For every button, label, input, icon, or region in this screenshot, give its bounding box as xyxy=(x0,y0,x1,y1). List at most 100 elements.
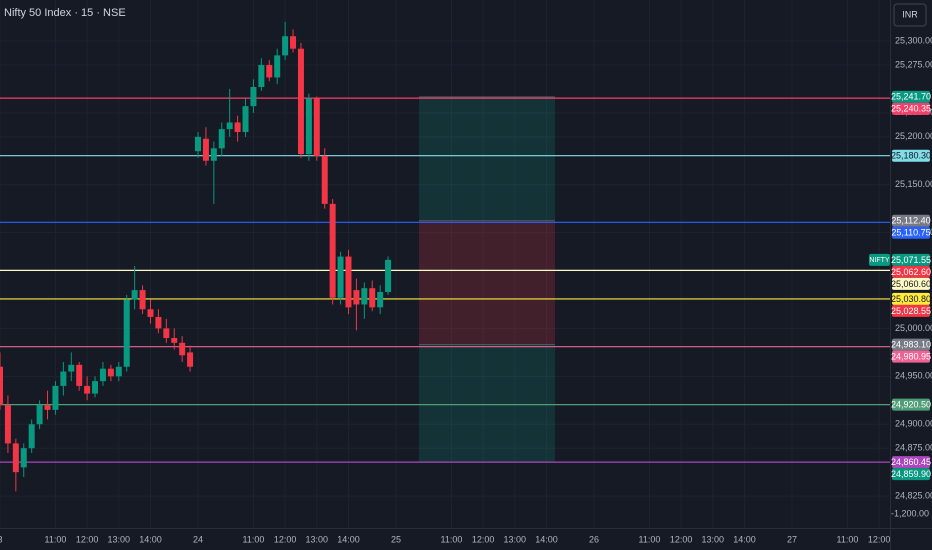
candle-body xyxy=(210,148,217,161)
x-tick-label: 25 xyxy=(391,534,401,544)
price-label-box xyxy=(892,398,930,411)
x-tick-label: 24 xyxy=(193,534,203,544)
x-tick-label: 27 xyxy=(787,534,797,544)
price-label-box xyxy=(892,90,930,103)
price-label: 25,240.35 xyxy=(891,104,931,114)
price-label-box xyxy=(892,456,930,469)
price-label: 25,028.55 xyxy=(891,306,931,316)
x-tick-label: 13:00 xyxy=(504,534,527,544)
candle-body xyxy=(163,328,170,339)
y-tick-label: 25,150.00 xyxy=(895,179,932,189)
position-zone xyxy=(419,96,555,221)
y-tick-label: 25,200.00 xyxy=(895,131,932,141)
price-label: 25,180.30 xyxy=(891,151,931,161)
price-label: 24,859.90 xyxy=(891,469,931,479)
x-tick-label: 11:00 xyxy=(45,534,67,544)
x-tick-label: 12:00 xyxy=(670,534,693,544)
x-tick-label: 14:00 xyxy=(733,534,756,544)
candle-body xyxy=(218,129,225,149)
candle-body xyxy=(282,36,289,56)
price-label-box xyxy=(892,102,930,115)
position-zone xyxy=(419,220,555,345)
currency-button-label[interactable]: INR xyxy=(902,9,918,19)
symbol-tag-box xyxy=(869,253,890,266)
candle-body xyxy=(99,368,106,382)
candle-body xyxy=(20,448,27,468)
price-label: 25,112.40 xyxy=(891,216,930,226)
currency-button-box[interactable] xyxy=(893,3,927,27)
y-tick-label: 25,300.00 xyxy=(895,35,932,45)
price-label: 24,920.50 xyxy=(891,399,931,409)
x-tick-label: 14:00 xyxy=(337,534,360,544)
candle-body xyxy=(226,122,233,130)
candle-body xyxy=(131,290,138,300)
y-tick-label: 24,900.00 xyxy=(895,419,932,429)
chart-title: Nifty 50 Index · 15 · NSE xyxy=(4,7,126,19)
price-label: 25,110.75 xyxy=(891,228,930,238)
candle-body xyxy=(250,86,257,107)
price-label-box xyxy=(892,338,930,351)
symbol-tag: NIFTY xyxy=(869,257,890,264)
candle-body xyxy=(171,338,178,343)
candle-body xyxy=(369,288,376,308)
candle-body xyxy=(329,203,336,298)
price-label-box xyxy=(892,214,930,227)
candle-body xyxy=(60,371,67,386)
candle-body xyxy=(297,48,304,155)
price-label: 25,062.60 xyxy=(891,267,931,277)
y-tick-label: 24,825.00 xyxy=(895,490,932,500)
x-tick-label: 12:00 xyxy=(274,534,297,544)
candles xyxy=(0,21,392,492)
price-label: 25,060.60 xyxy=(891,279,931,289)
candle-body xyxy=(321,155,328,204)
price-label: 24,980.95 xyxy=(891,351,931,361)
candle-body xyxy=(377,292,384,308)
x-tick-label: 12:00 xyxy=(868,534,891,544)
price-label-box xyxy=(892,253,930,266)
axes: 25,300.0025,275.0025,225.0025,200.0025,1… xyxy=(0,35,932,544)
price-label-box xyxy=(892,350,930,363)
price-label-box xyxy=(892,149,930,162)
candle-body xyxy=(84,385,91,394)
y-tick-label: 24,875.00 xyxy=(895,443,932,453)
price-label-box xyxy=(892,304,930,317)
levels xyxy=(0,97,890,463)
candle-body xyxy=(28,424,35,449)
price-label: 25,241.70 xyxy=(891,92,931,102)
x-tick-label: 11:00 xyxy=(837,534,859,544)
x-tick-label: 26 xyxy=(589,534,599,544)
price-label: 24,860.45 xyxy=(891,457,931,467)
price-label: 24,983.10 xyxy=(891,339,931,349)
x-tick-label: 3 xyxy=(0,534,3,544)
candle-body xyxy=(258,64,265,87)
x-tick-label: 13:00 xyxy=(108,534,131,544)
secondary-axis-label: -1,200.00 xyxy=(891,508,929,518)
price-label-box xyxy=(892,292,930,305)
position-zone xyxy=(419,344,555,463)
x-tick-label: 11:00 xyxy=(441,534,463,544)
candle-body xyxy=(345,256,352,308)
candle-body xyxy=(290,36,297,49)
candle-body xyxy=(353,290,360,305)
price-label-box xyxy=(892,226,930,239)
x-tick-label: 14:00 xyxy=(535,534,558,544)
price-label: 25,030.80 xyxy=(891,294,931,304)
position-zones xyxy=(419,96,555,463)
price-label-box xyxy=(892,277,930,290)
candle-body xyxy=(92,381,99,394)
candle-body xyxy=(139,290,146,310)
candle-body xyxy=(242,106,249,133)
y-tick-label: 24,950.00 xyxy=(895,371,932,381)
currency-button[interactable]: INR xyxy=(893,3,927,27)
x-tick-label: 14:00 xyxy=(139,534,162,544)
price-label: 25,071.55 xyxy=(891,255,931,265)
candle-body xyxy=(52,385,59,410)
candle-body xyxy=(147,309,154,317)
candle-body xyxy=(274,55,281,78)
candle-body xyxy=(76,364,83,386)
candle-body xyxy=(123,299,130,367)
candle-body xyxy=(12,443,19,473)
candle-body xyxy=(195,136,201,152)
